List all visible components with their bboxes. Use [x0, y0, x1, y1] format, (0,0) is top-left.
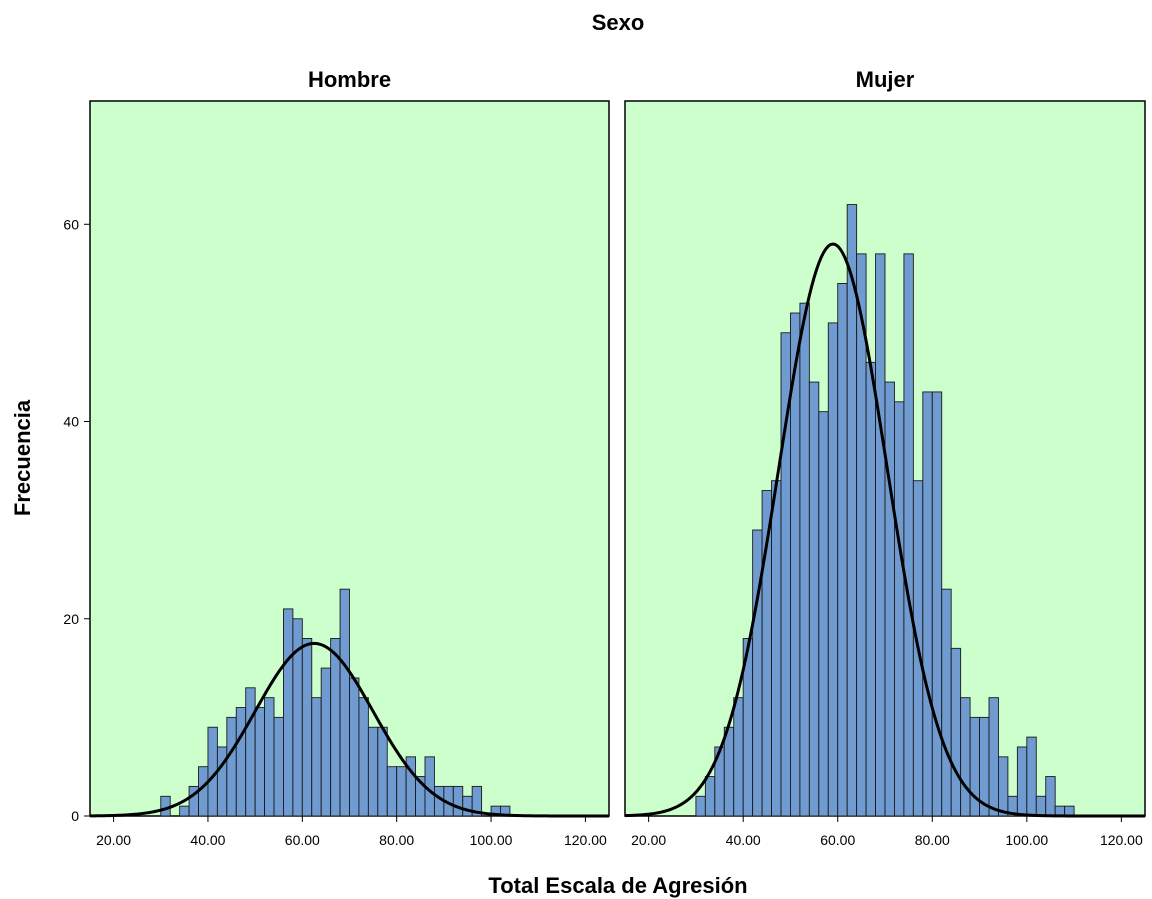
- bar-hombre-60: [301, 638, 313, 817]
- bar-mujer-86: [960, 697, 971, 817]
- x-tick-label-hombre: 120.00: [564, 832, 607, 848]
- bar-mujer-36: [723, 726, 735, 817]
- bar-hombre-66: [330, 638, 341, 817]
- x-tick-label-mujer: 60.00: [820, 832, 855, 848]
- bar-hombre-70: [349, 677, 360, 817]
- x-axis-hombre: 20.00 40.00 60.00 80.00 100.00 120.00: [96, 816, 607, 848]
- bar-hombre-42: [216, 746, 228, 817]
- x-tick-label-hombre: 40.00: [190, 832, 225, 848]
- bar-hombre-54: [273, 716, 284, 817]
- bar-mujer-94: [998, 756, 1009, 817]
- bar-mujer-70: [884, 381, 895, 817]
- bar-mujer-74: [903, 253, 914, 817]
- normal-curve-mujer: [624, 242, 1145, 818]
- panel-mujer-curve-group: [624, 242, 1145, 818]
- bar-hombre-74: [367, 726, 379, 817]
- bar-hombre-68: [339, 588, 350, 817]
- bar-mujer-30: [695, 795, 706, 817]
- x-tick-label-mujer: 100.00: [1005, 832, 1048, 848]
- y-axis: 0 20 40 60: [63, 216, 90, 824]
- bar-mujer-38: [733, 697, 744, 817]
- bar-mujer-102: [1035, 795, 1047, 817]
- bar-mujer-80: [931, 391, 943, 817]
- normal-curve-hombre: [89, 641, 609, 818]
- bar-mujer-54: [808, 381, 820, 817]
- bar-hombre-78: [386, 766, 398, 817]
- x-axis-mujer: 20.00 40.00 60.00 80.00 100.00 120.00: [631, 816, 1143, 848]
- y-tick-label: 60: [63, 216, 79, 232]
- y-tick-label: 40: [63, 414, 79, 430]
- y-tick-label: 0: [71, 808, 79, 824]
- bar-hombre-46: [235, 707, 247, 817]
- bar-mujer-72: [894, 401, 905, 817]
- panel-hombre-bars: [160, 588, 511, 817]
- x-axis-label: Total Escala de Agresión: [488, 873, 747, 898]
- panel-mujer-bars: [695, 204, 1075, 817]
- x-tick-label-hombre: 100.00: [470, 832, 513, 848]
- bar-mujer-32: [704, 776, 716, 817]
- bar-mujer-98: [1016, 746, 1028, 817]
- bar-mujer-92: [988, 697, 999, 817]
- bar-hombre-96: [471, 785, 483, 817]
- bar-mujer-78: [922, 391, 933, 817]
- bar-hombre-72: [358, 697, 369, 817]
- x-tick-label-mujer: 20.00: [631, 832, 666, 848]
- x-tick-label-hombre: 20.00: [96, 832, 131, 848]
- bar-hombre-52: [264, 697, 275, 817]
- bar-hombre-76: [377, 726, 388, 817]
- bar-hombre-56: [283, 608, 294, 817]
- bar-mujer-82: [941, 588, 952, 817]
- bar-hombre-62: [311, 697, 322, 817]
- bar-mujer-100: [1026, 736, 1037, 817]
- bar-mujer-68: [875, 253, 886, 817]
- bar-hombre-64: [320, 667, 332, 817]
- y-axis-label: Frecuencia: [10, 399, 35, 516]
- bar-mujer-58: [827, 322, 839, 817]
- bar-hombre-34: [179, 805, 190, 817]
- bar-hombre-50: [254, 707, 266, 817]
- panel-title-hombre: Hombre: [308, 67, 391, 92]
- bar-hombre-80: [396, 766, 407, 817]
- panel-hombre-curve-group: [89, 641, 609, 818]
- bar-mujer-46: [771, 480, 782, 817]
- bar-mujer-84: [950, 647, 962, 817]
- x-tick-label-mujer: 120.00: [1100, 832, 1143, 848]
- x-tick-label-mujer: 80.00: [915, 832, 950, 848]
- bar-mujer-52: [799, 302, 810, 817]
- x-tick-label-hombre: 60.00: [285, 832, 320, 848]
- chart-title: Sexo: [592, 10, 645, 35]
- bar-hombre-94: [462, 795, 473, 817]
- bar-mujer-66: [865, 361, 876, 817]
- x-tick-label-mujer: 40.00: [726, 832, 761, 848]
- bar-mujer-62: [846, 204, 858, 817]
- bar-hombre-92: [452, 785, 464, 817]
- panel-title-mujer: Mujer: [856, 67, 915, 92]
- bar-mujer-56: [818, 411, 829, 817]
- bar-hombre-48: [245, 687, 256, 817]
- bar-mujer-104: [1045, 776, 1056, 817]
- bar-hombre-44: [226, 716, 237, 817]
- y-tick-label: 20: [63, 611, 79, 627]
- bar-mujer-60: [837, 283, 848, 817]
- x-tick-label-hombre: 80.00: [379, 832, 414, 848]
